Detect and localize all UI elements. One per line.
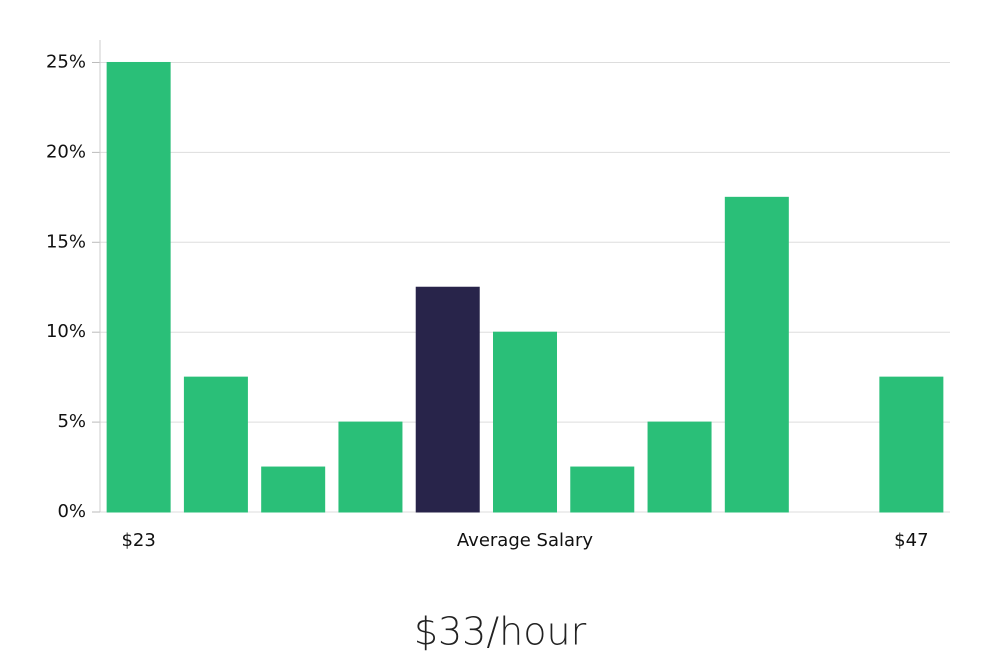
y-tick-label: 0%: [57, 501, 86, 522]
y-tick-label: 10%: [46, 321, 86, 342]
bar: [261, 466, 326, 513]
x-tick-label: $47: [894, 530, 928, 551]
bar: [647, 421, 712, 513]
x-tick-label: Average Salary: [457, 530, 594, 551]
bar: [415, 286, 480, 513]
y-tick-label: 5%: [57, 411, 86, 432]
salary-annotation: $33/hour: [414, 610, 587, 654]
bar: [724, 196, 789, 513]
bar: [338, 421, 403, 513]
y-tick-label: 15%: [46, 231, 86, 252]
y-tick-label: 20%: [46, 141, 86, 162]
y-tick-label: 25%: [46, 51, 86, 72]
x-tick-label: $23: [121, 530, 155, 551]
bar: [570, 466, 635, 513]
bar: [183, 376, 248, 513]
bar: [106, 61, 171, 513]
bar: [879, 376, 944, 513]
bar: [493, 331, 557, 513]
